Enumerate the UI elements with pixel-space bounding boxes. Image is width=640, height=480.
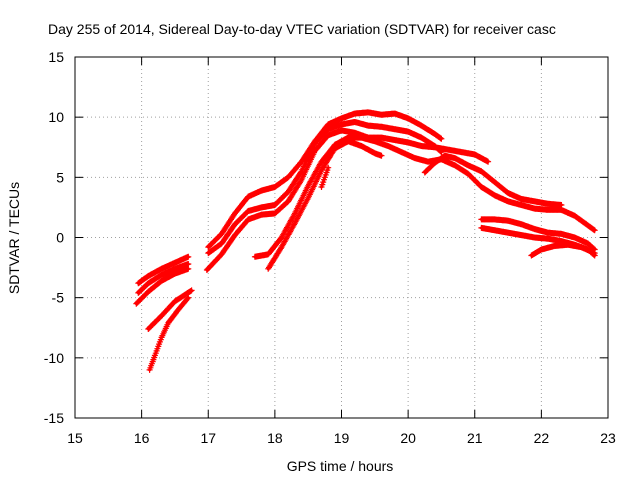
chart-title: Day 255 of 2014, Sidereal Day-to-day VTE… xyxy=(48,21,556,37)
series-s2 xyxy=(135,261,192,296)
series-s11 xyxy=(318,164,332,190)
data-point-marker xyxy=(438,135,445,142)
x-tick-label: 21 xyxy=(467,430,483,446)
data-point-marker xyxy=(485,158,492,165)
series-s6 xyxy=(205,109,445,251)
x-tick-label: 17 xyxy=(200,430,216,446)
data-point-marker xyxy=(378,152,385,159)
x-tick-label: 16 xyxy=(134,430,150,446)
data-point-marker xyxy=(591,227,598,234)
y-tick-label: -5 xyxy=(52,290,65,306)
series-s12 xyxy=(421,152,565,208)
data-point-marker xyxy=(185,265,192,272)
series-s15 xyxy=(528,241,598,259)
data-point-marker xyxy=(325,164,332,171)
x-tick-label: 20 xyxy=(400,430,416,446)
data-series xyxy=(133,109,598,373)
y-tick-label: -15 xyxy=(44,410,64,426)
tick-labels: 15 16 17 18 19 20 21 22 23 -15 -10 -5 0 5 10 15 xyxy=(44,49,616,446)
data-point-marker xyxy=(188,287,195,294)
x-axis-label: GPS time / hours xyxy=(287,458,394,474)
data-point-marker xyxy=(185,253,192,260)
data-point-marker xyxy=(184,295,191,302)
series-s10 xyxy=(265,138,385,272)
series-s3 xyxy=(133,265,192,307)
series-s4 xyxy=(145,287,195,332)
y-tick-label: -10 xyxy=(44,350,64,366)
x-tick-label: 18 xyxy=(267,430,283,446)
y-tick-label: 10 xyxy=(48,109,64,125)
x-tick-label: 22 xyxy=(534,430,550,446)
series-s7 xyxy=(205,119,445,257)
series-s1 xyxy=(135,253,192,287)
x-tick-label: 15 xyxy=(67,430,83,446)
data-point-marker xyxy=(185,294,192,301)
plot-frame xyxy=(74,56,609,419)
x-tick-label: 19 xyxy=(334,430,350,446)
series-s5 xyxy=(146,294,192,373)
y-tick-label: 0 xyxy=(56,230,64,246)
y-axis-label: SDTVAR / TECUs xyxy=(6,182,22,294)
y-tick-label: 15 xyxy=(48,49,64,65)
data-point-marker xyxy=(591,250,598,257)
y-tick-label: 5 xyxy=(56,169,64,185)
series-s16 xyxy=(558,206,598,234)
x-tick-label: 23 xyxy=(600,430,616,446)
